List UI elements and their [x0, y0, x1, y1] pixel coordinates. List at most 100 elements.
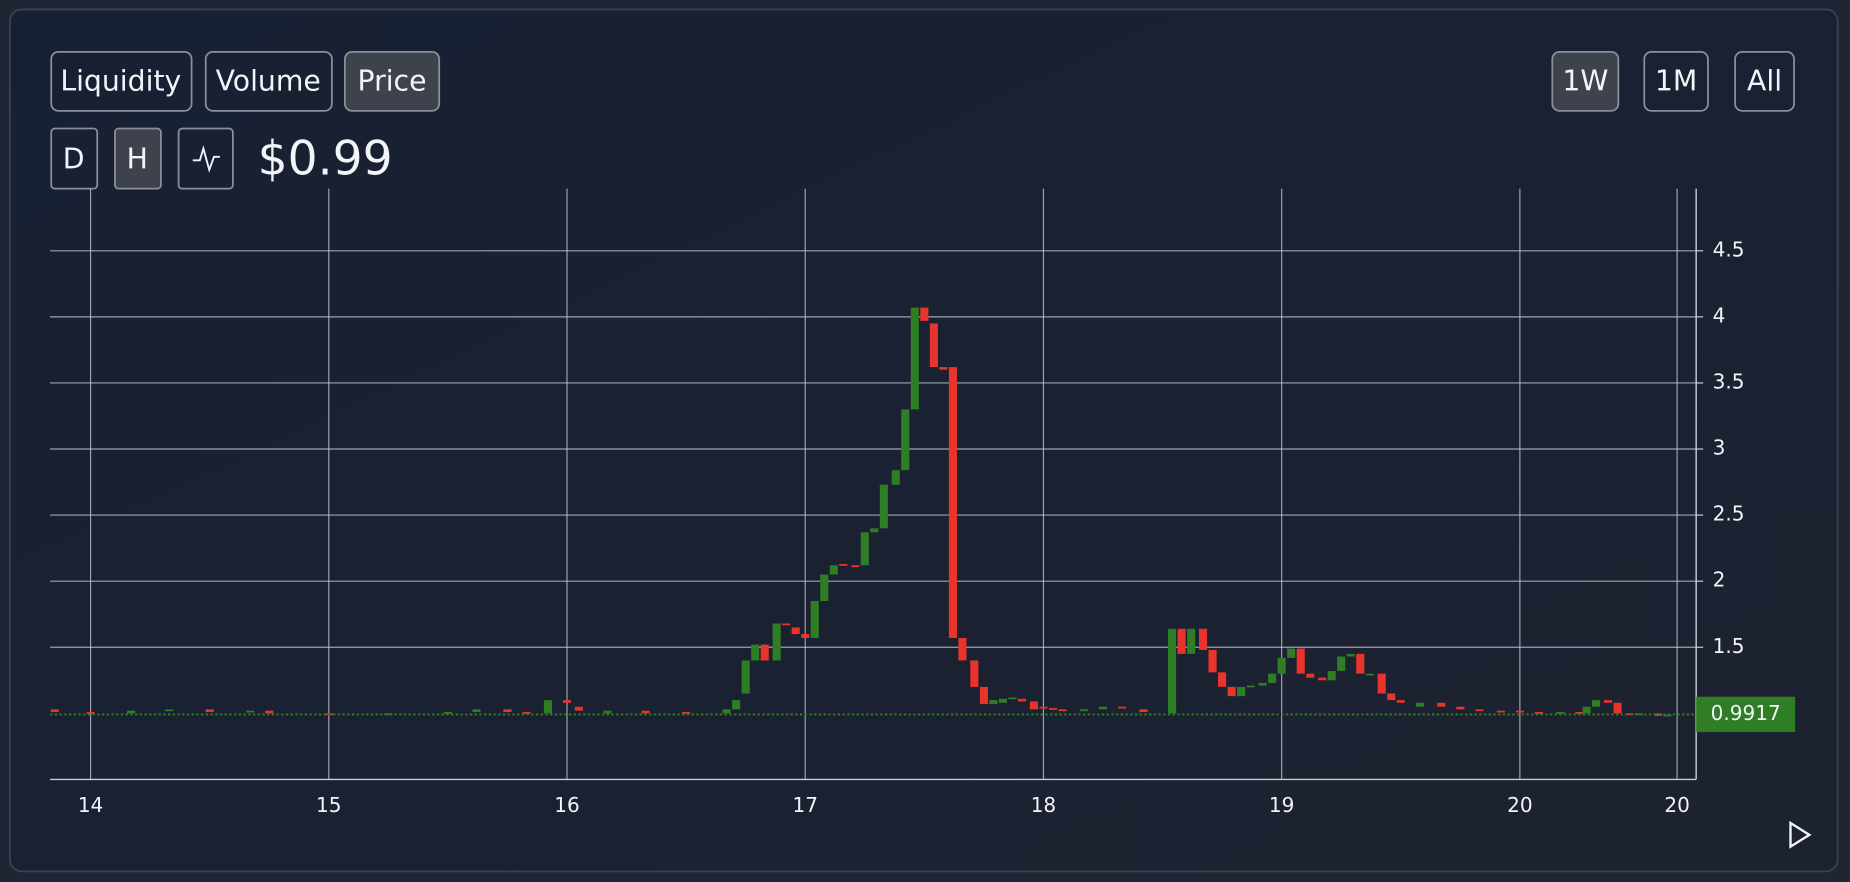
candle-body [443, 712, 452, 714]
y-tick-label: 3 [1713, 436, 1726, 460]
candle-body [891, 470, 900, 485]
interval-button-active[interactable] [114, 127, 162, 190]
metric-label[interactable]: Volume [216, 65, 321, 98]
candle-body [1277, 657, 1286, 674]
candle-body [1613, 702, 1622, 714]
candle-body [1346, 653, 1355, 657]
candle-body [1653, 713, 1663, 716]
y-tick-label: 3.5 [1713, 369, 1745, 393]
plot: 14 15 16 17 18 19 20 20 1.5 2 2.5 3 3.5 4 4.5 0.9917 [50, 188, 1796, 817]
candle-body [1187, 628, 1196, 654]
interval-label[interactable]: D [63, 142, 85, 175]
x-tick-label: 20 [1664, 793, 1690, 817]
candle-body [970, 660, 979, 687]
candle-body [50, 709, 59, 713]
candle-body [165, 709, 174, 712]
candle-body [682, 712, 691, 714]
candle-body [574, 706, 583, 711]
candle-body [1556, 712, 1565, 714]
play-button[interactable] [1789, 820, 1812, 849]
candle-body [522, 712, 531, 714]
candle-body [603, 710, 612, 714]
candle-body [1017, 698, 1027, 702]
metric-label[interactable]: Price [358, 65, 427, 98]
candle-body [760, 644, 769, 661]
metric-button-active[interactable] [343, 50, 441, 112]
interval-label[interactable]: H [127, 142, 148, 175]
range-label[interactable]: All [1747, 65, 1782, 98]
candle-body [1306, 673, 1315, 678]
candle-body [641, 710, 650, 714]
last-price-label: 0.9917 [1711, 701, 1781, 725]
candle-body [1387, 693, 1396, 701]
candle-body [503, 709, 512, 713]
interval-button[interactable] [50, 127, 99, 190]
candle-body [1625, 713, 1634, 716]
candle-body [1377, 673, 1386, 694]
candle-body [1296, 648, 1305, 674]
candle-body [782, 623, 791, 626]
candle-body [472, 709, 481, 713]
candle-body [246, 710, 255, 713]
candle-body [810, 600, 819, 639]
candle-body [265, 710, 274, 714]
x-tick-label: 15 [316, 793, 342, 817]
candle-body [1496, 710, 1505, 713]
candle-body [801, 634, 810, 639]
metric-label[interactable]: Liquidity [60, 65, 181, 98]
last-price-badge [1696, 696, 1796, 733]
candle-body [1198, 628, 1208, 650]
x-tick-label: 14 [78, 793, 103, 817]
candle-body [1079, 709, 1088, 712]
x-tick-label: 20 [1507, 793, 1533, 817]
candle-body [1515, 710, 1524, 713]
candle-body [1456, 706, 1465, 710]
candle-body [929, 323, 938, 368]
candle-body [1327, 671, 1336, 681]
candle-body [989, 700, 998, 705]
candle-body [1058, 709, 1067, 712]
range-button[interactable] [1643, 50, 1709, 112]
range-button[interactable] [1734, 50, 1795, 112]
x-tick-label: 16 [554, 793, 580, 817]
candle-body [791, 627, 800, 635]
candle-body [1365, 673, 1374, 676]
candle-body [1318, 677, 1327, 681]
y-tick-label: 2 [1713, 568, 1726, 592]
candle-body [998, 698, 1007, 703]
range-label[interactable]: 1M [1655, 65, 1697, 98]
line-chart-toggle[interactable] [177, 127, 234, 190]
candle-body [958, 638, 967, 661]
candle-body [384, 713, 393, 716]
y-tick-label: 2.5 [1713, 502, 1745, 526]
candle-body [1246, 685, 1255, 688]
y-tick-label: 1.5 [1713, 634, 1745, 658]
candle-body [1592, 700, 1601, 707]
candle-body [1268, 673, 1277, 683]
metric-button[interactable] [204, 50, 333, 112]
candle-body [1098, 706, 1108, 710]
card [9, 8, 1839, 873]
candle-body [870, 528, 879, 533]
candle-body [1039, 706, 1048, 709]
candle-body [1237, 686, 1246, 697]
candle-body [1118, 706, 1127, 709]
candle-body [839, 563, 848, 566]
candle-body [1356, 653, 1365, 674]
range-label[interactable]: 1W [1562, 65, 1608, 98]
candle-body [901, 409, 910, 471]
candle-body [741, 660, 750, 694]
candle-body [879, 484, 888, 529]
candle-body [751, 644, 760, 661]
x-tick-label: 18 [1031, 793, 1057, 817]
candle-body [1396, 700, 1405, 703]
current-price: $0.99 [258, 132, 393, 187]
candle-body [543, 700, 552, 714]
metric-button[interactable] [50, 50, 193, 112]
candle-body [1437, 702, 1446, 707]
candle-body [1048, 708, 1058, 710]
candle-body [948, 367, 957, 639]
y-tick-label: 4 [1713, 303, 1726, 327]
range-button-active[interactable] [1551, 50, 1620, 112]
